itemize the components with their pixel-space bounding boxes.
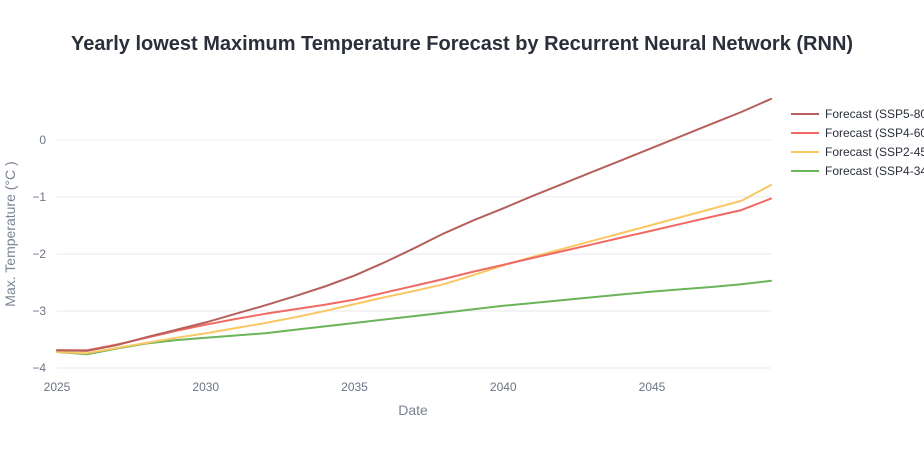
series-lines bbox=[56, 97, 772, 356]
y-tick-label: −1 bbox=[32, 190, 46, 204]
x-tick-label: 2025 bbox=[44, 380, 71, 394]
x-tick-label: 2030 bbox=[192, 380, 219, 394]
y-axis-ticks: −4 −3 −2 −1 0 bbox=[32, 133, 46, 375]
x-tick-label: 2040 bbox=[490, 380, 517, 394]
x-axis-ticks: 2025 2030 2035 2040 2045 bbox=[44, 380, 666, 394]
y-tick-label: −2 bbox=[32, 247, 46, 261]
y-tick-label: −3 bbox=[32, 304, 46, 318]
legend-item-label: Forecast (SSP4-60 bbox=[825, 126, 924, 140]
y-axis-label: Max. Temperature (°C ) bbox=[2, 161, 18, 306]
legend-item-label: Forecast (SSP2-45 bbox=[825, 145, 924, 159]
grid bbox=[57, 139, 771, 369]
x-axis-label: Date bbox=[398, 402, 428, 418]
x-tick-label: 2045 bbox=[639, 380, 666, 394]
legend: Forecast (SSP5-80 Forecast (SSP4-60 Foreca… bbox=[791, 107, 924, 178]
series-line bbox=[56, 97, 772, 352]
x-tick-label: 2035 bbox=[341, 380, 368, 394]
series-line bbox=[56, 184, 772, 355]
chart-title: Yearly lowest Maximum Temperature Foreca… bbox=[71, 33, 853, 55]
legend-item-label: Forecast (SSP5-80 bbox=[825, 107, 924, 121]
y-tick-label: −4 bbox=[32, 361, 46, 375]
legend-item-label: Forecast (SSP4-34 bbox=[825, 164, 924, 178]
series-line bbox=[56, 279, 772, 356]
series-line bbox=[56, 197, 772, 352]
y-tick-label: 0 bbox=[39, 133, 46, 147]
